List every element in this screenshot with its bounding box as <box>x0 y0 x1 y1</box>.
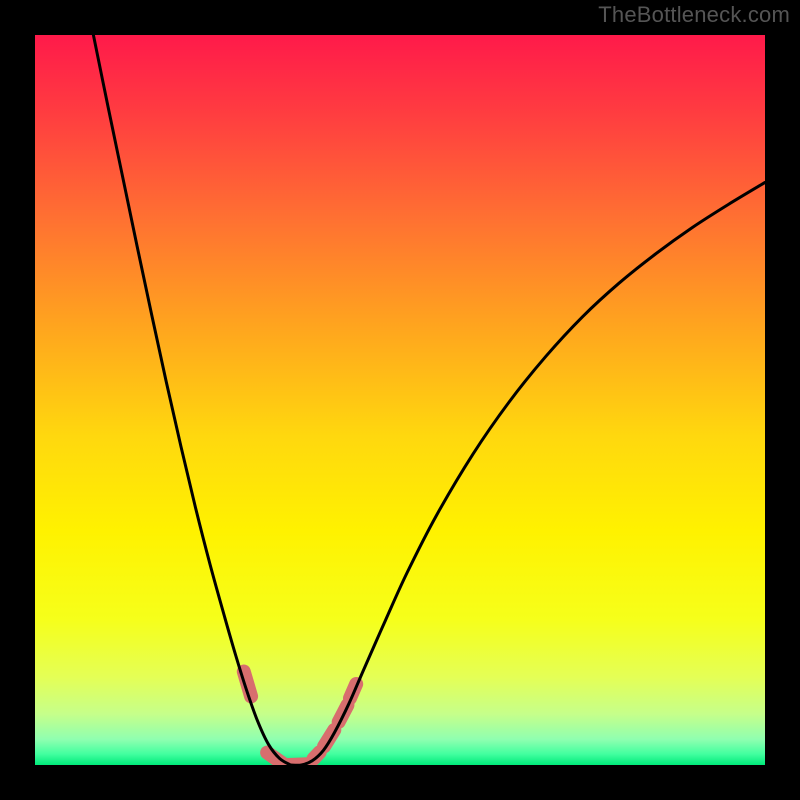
bottleneck-chart <box>0 0 800 800</box>
watermark-text: TheBottleneck.com <box>598 2 790 28</box>
chart-stage: TheBottleneck.com <box>0 0 800 800</box>
chart-gradient-bg <box>35 35 765 765</box>
